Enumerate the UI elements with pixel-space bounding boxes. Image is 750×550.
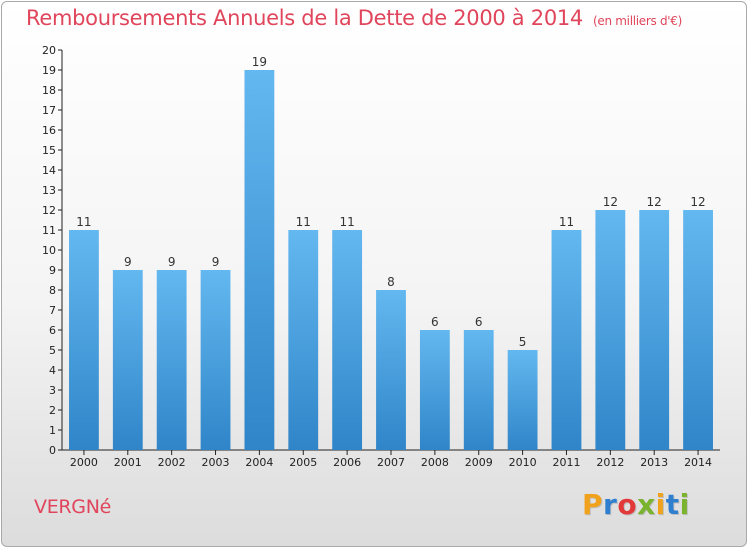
chart-subtitle: (en milliers d'€) (593, 14, 683, 28)
y-tick-label: 14 (42, 164, 56, 177)
bar-2003 (200, 270, 231, 450)
bar-value-label: 12 (690, 195, 705, 209)
bar-2008 (419, 330, 450, 450)
x-tick-label: 2002 (158, 456, 186, 469)
y-tick-label: 13 (42, 184, 56, 197)
bar-value-label: 11 (339, 215, 354, 229)
bar-2002 (156, 270, 187, 450)
bar-value-label: 9 (212, 255, 220, 269)
bar-value-label: 8 (387, 275, 395, 289)
y-tick-label: 6 (49, 324, 56, 337)
y-tick-label: 2 (49, 404, 56, 417)
y-tick-label: 16 (42, 124, 56, 137)
bar-value-label: 12 (603, 195, 618, 209)
bar-value-label: 6 (431, 315, 439, 329)
x-tick-label: 2003 (202, 456, 230, 469)
y-tick-label: 12 (42, 204, 56, 217)
y-tick-label: 1 (49, 424, 56, 437)
y-tick-label: 7 (49, 304, 56, 317)
x-tick-label: 2011 (552, 456, 580, 469)
logo-letter: r (603, 488, 618, 521)
bar-2012 (595, 210, 626, 450)
y-tick-label: 4 (49, 364, 56, 377)
logo-letter: t (665, 488, 680, 521)
x-tick-label: 2010 (509, 456, 537, 469)
bar-2007 (376, 290, 406, 450)
y-tick-label: 10 (42, 244, 56, 257)
bar-value-label: 9 (124, 255, 132, 269)
bar-value-label: 12 (647, 195, 662, 209)
bar-2011 (551, 230, 582, 450)
x-tick-label: 2013 (640, 456, 668, 469)
y-tick-label: 8 (49, 284, 56, 297)
x-tick-label: 2009 (465, 456, 493, 469)
x-tick-label: 2008 (421, 456, 449, 469)
x-tick-label: 2007 (377, 456, 405, 469)
x-tick-label: 2012 (596, 456, 624, 469)
y-tick-label: 19 (42, 64, 56, 77)
x-tick-label: 2014 (684, 456, 712, 469)
bar-value-label: 11 (559, 215, 574, 229)
y-tick-label: 20 (42, 44, 56, 57)
bar-2013 (639, 210, 670, 450)
bar-2014 (683, 210, 713, 450)
chart-title-text: Remboursements Annuels de la Dette de 20… (26, 6, 583, 30)
bar-value-label: 6 (475, 315, 483, 329)
y-tick-label: 15 (42, 144, 56, 157)
bar-2004 (244, 70, 275, 450)
bar-2001 (112, 270, 143, 450)
y-tick-label: 3 (49, 384, 56, 397)
bars (69, 70, 713, 450)
logo-letter: o (617, 488, 638, 521)
y-tick-label: 5 (49, 344, 56, 357)
bar-value-label: 9 (168, 255, 176, 269)
bar-2006 (332, 230, 363, 450)
logo-letter: P (582, 488, 604, 521)
y-tick-label: 11 (42, 224, 56, 237)
bar-value-label: 19 (252, 55, 267, 69)
logo-letter: x (637, 488, 656, 521)
commune-name: VERGNé (34, 496, 112, 518)
x-tick-label: 2000 (70, 456, 98, 469)
bar-value-label: 11 (76, 215, 91, 229)
y-tick-label: 17 (42, 104, 56, 117)
y-tick-label: 0 (49, 444, 56, 457)
y-tick-label: 18 (42, 84, 56, 97)
x-tick-label: 2001 (114, 456, 142, 469)
x-tick-label: 2004 (245, 456, 273, 469)
bar-2005 (288, 230, 319, 450)
x-tick-label: 2006 (333, 456, 361, 469)
proxiti-logo: Proxiti (582, 488, 690, 521)
logo-letter: i (679, 488, 690, 521)
bar-value-label: 5 (519, 335, 527, 349)
x-tick-label: 2005 (289, 456, 317, 469)
bar-2010 (507, 350, 538, 450)
chart-title: Remboursements Annuels de la Dette de 20… (26, 6, 682, 30)
y-tick-label: 9 (49, 264, 56, 277)
logo-letter: i (655, 488, 666, 521)
bar-value-label: 11 (296, 215, 311, 229)
bar-2009 (463, 330, 494, 450)
bar-2000 (69, 230, 99, 450)
data-labels: 11 9 9 9 19 11 11 8 6 6 5 11 12 12 12 (76, 55, 705, 349)
